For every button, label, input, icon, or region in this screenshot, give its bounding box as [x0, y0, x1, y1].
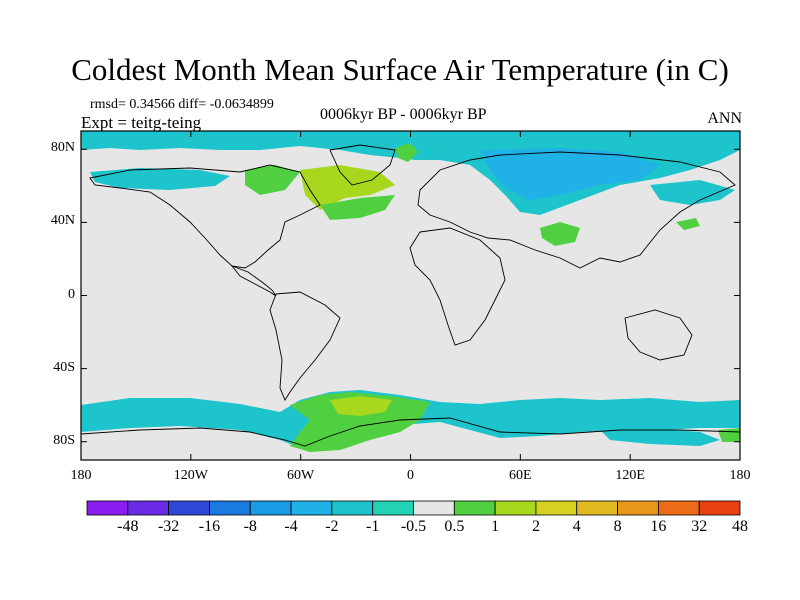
colorbar-label: -1: [366, 518, 380, 535]
colorbar-cell: [331, 500, 374, 516]
lon-label: 180: [70, 468, 92, 483]
colorbar-cell: [290, 500, 333, 516]
hudson-warmer-anomaly: [300, 165, 395, 210]
colorbar-label: 48: [732, 518, 748, 535]
colorbar-label: -32: [157, 518, 180, 535]
eurasia-outline: [417, 151, 736, 269]
colorbar-label: 16: [650, 518, 667, 535]
colorbar-cell: [249, 500, 292, 516]
south-america-outline: [269, 291, 341, 401]
lat-label: 40S: [53, 359, 75, 375]
colorbar-cell: [168, 500, 210, 516]
colorbar: [86, 500, 741, 516]
lon-label: 60E: [509, 468, 532, 483]
colorbar-label: -4: [284, 518, 298, 535]
lat-label: 80S: [53, 432, 75, 448]
colorbar-cell: [453, 500, 496, 516]
colorbar-label: 1: [491, 518, 500, 535]
colorbar-label: 32: [691, 518, 708, 535]
coastlines: [81, 144, 740, 447]
map-title: Coldest Month Mean Surface Air Temperatu…: [71, 52, 729, 87]
lon-label: 180: [729, 468, 751, 483]
colorbar-label: -16: [198, 518, 221, 535]
atlantic-warm-anomaly: [320, 195, 395, 220]
colorbar-label: 0.5: [444, 518, 465, 535]
africa-outline: [409, 227, 506, 346]
lon-label: 0: [407, 468, 414, 483]
pacific-cool-anomaly: [650, 180, 735, 205]
lon-label: 60W: [287, 468, 315, 483]
season-label: ANN: [707, 110, 742, 127]
colorbar-cell: [127, 500, 170, 516]
colorbar-cell: [535, 500, 578, 516]
siberia-cooler-anomaly: [480, 148, 660, 200]
central-asia-warm-anomaly: [540, 222, 580, 246]
colorbar-cell: [86, 500, 129, 516]
weddell-warm-anomaly: [290, 392, 430, 452]
colorbar-cell: [576, 500, 618, 516]
colorbar-cell: [698, 500, 741, 516]
weddell-warmer-anomaly: [330, 396, 392, 416]
central-america-outline: [230, 265, 277, 297]
colorbar-cell: [657, 500, 700, 516]
lat-label: 80N: [50, 140, 75, 156]
colorbar-cell: [209, 500, 251, 516]
lon-label: 120E: [615, 468, 645, 483]
antarctica-outline: [81, 417, 740, 447]
colorbar-label: -0.5: [400, 518, 427, 535]
canada-warm-anomaly: [245, 165, 300, 195]
greenland-warm-anomaly: [395, 143, 418, 162]
lat-label: 0: [68, 286, 75, 302]
australia-outline: [624, 309, 693, 361]
colorbar-label: -2: [325, 518, 339, 535]
colorbar-cell: [617, 500, 659, 516]
map-field: [81, 131, 740, 460]
colorbar-label: 8: [613, 518, 622, 535]
japan-warm-anomaly: [676, 218, 700, 230]
stats-text: rmsd= 0.34566 diff= -0.0634899: [90, 97, 274, 112]
colorbar-cell: [494, 500, 537, 516]
colorbar-label: 4: [572, 518, 581, 535]
colorbar-label: -48: [117, 518, 139, 535]
lat-label: 40N: [50, 213, 75, 229]
ross-cool-anomaly: [600, 428, 720, 446]
axis-ticks: [80, 131, 741, 460]
experiment-label: Expt = teitg-teing: [81, 113, 202, 132]
greenland-outline: [329, 144, 396, 186]
alaska-cool-anomaly: [90, 168, 230, 190]
period-subtitle: 0006kyr BP - 0006kyr BP: [320, 106, 487, 123]
lon-label: 120W: [173, 468, 208, 483]
colorbar-label: -8: [243, 518, 257, 535]
colorbar-cell: [413, 500, 455, 516]
colorbar-label: 2: [531, 518, 540, 535]
north-america-outline: [89, 164, 321, 269]
colorbar-cell: [372, 500, 414, 516]
